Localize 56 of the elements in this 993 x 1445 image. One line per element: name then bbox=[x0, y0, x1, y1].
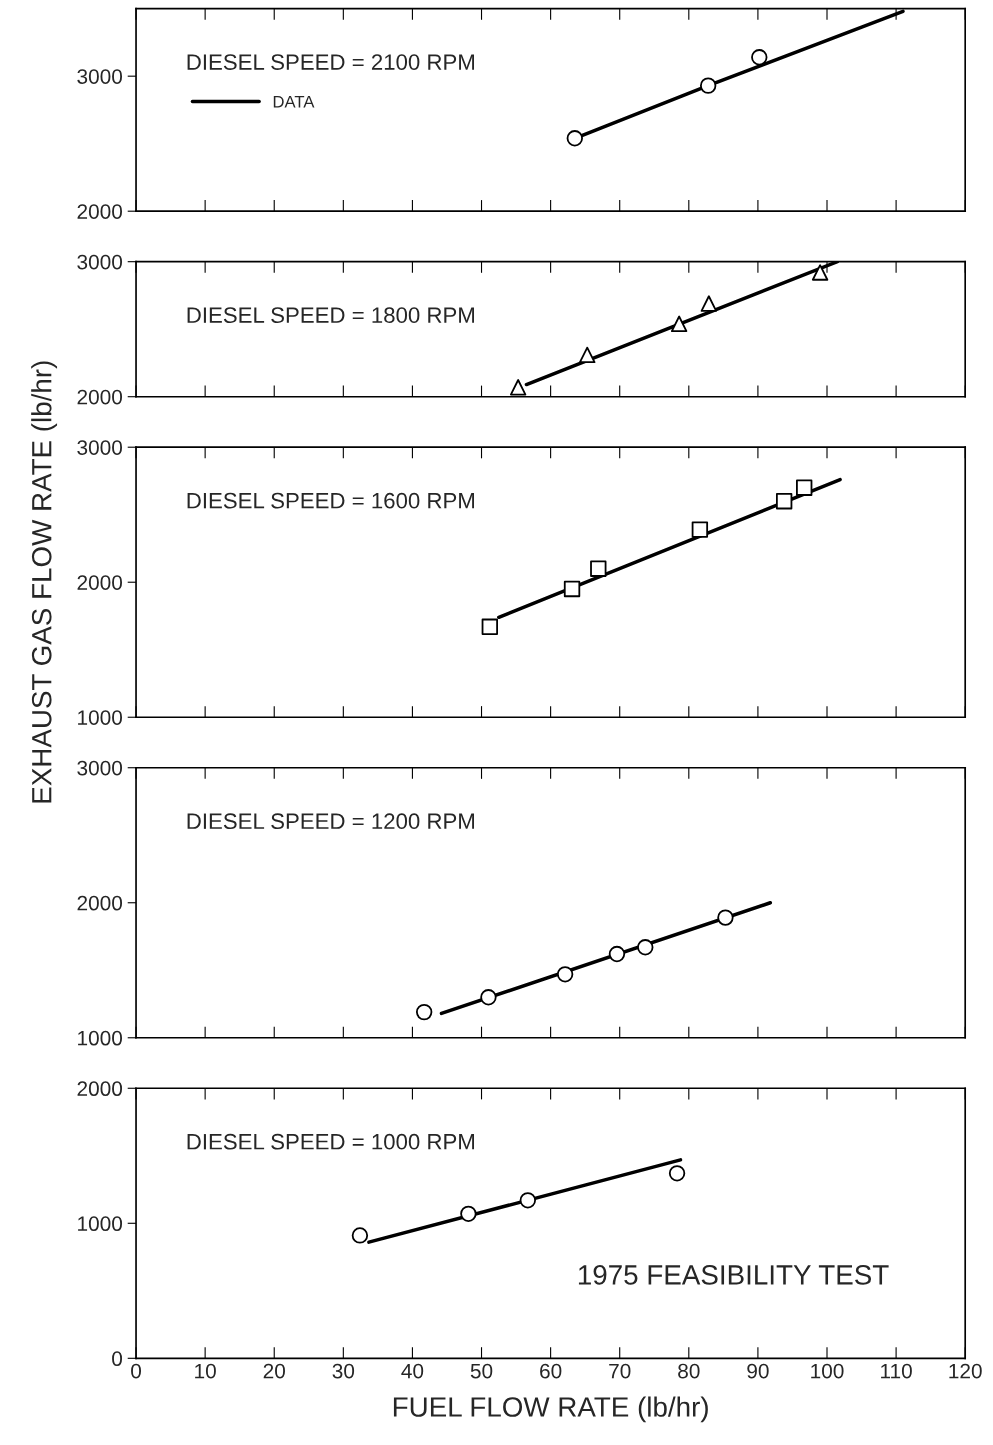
x-tick-label: 100 bbox=[811, 1363, 844, 1379]
point bbox=[637, 939, 654, 956]
x-tick-label: 60 bbox=[540, 1363, 562, 1379]
x-tick-label: 120 bbox=[949, 1363, 982, 1379]
legend-label: DATA bbox=[273, 95, 315, 108]
y-tick-label: 2000 bbox=[77, 575, 123, 590]
y-tick-label: 2000 bbox=[77, 895, 123, 911]
y-tick-label: 3000 bbox=[77, 69, 123, 84]
y-tick-label: 1000 bbox=[78, 710, 123, 725]
annotation: 1975 FEASIBILITY TEST bbox=[578, 1265, 889, 1285]
point bbox=[775, 493, 793, 510]
y-tick-label: 1000 bbox=[78, 1216, 123, 1232]
point bbox=[415, 1003, 433, 1021]
y-tick-label: 3000 bbox=[77, 254, 123, 270]
annotation: DIESEL SPEED = 1000 RPM bbox=[187, 1133, 475, 1150]
point bbox=[519, 1192, 537, 1209]
point bbox=[460, 1205, 477, 1223]
point bbox=[590, 560, 607, 577]
y-tick-label: 2000 bbox=[77, 204, 123, 219]
y-tick-label: 3000 bbox=[77, 760, 123, 776]
point bbox=[811, 264, 829, 281]
y-tick-label: 3000 bbox=[77, 440, 123, 455]
x-tick-label: 110 bbox=[881, 1363, 912, 1379]
x-tick-label: 70 bbox=[609, 1363, 631, 1379]
point bbox=[699, 77, 717, 94]
annotation: DIESEL SPEED = 1800 RPM bbox=[187, 307, 475, 324]
x-tick-label: 40 bbox=[401, 1363, 424, 1379]
point bbox=[566, 130, 583, 147]
annotation: DIESEL SPEED = 1600 RPM bbox=[187, 492, 475, 509]
x-tick-label: 10 bbox=[195, 1363, 216, 1379]
y-axis-title: EXHAUST GAS FLOW RATE (lb/hr) bbox=[31, 361, 58, 803]
annotation: DIESEL SPEED = 1200 RPM bbox=[187, 813, 475, 830]
x-tick-label: 90 bbox=[747, 1363, 769, 1379]
point bbox=[563, 580, 581, 598]
point bbox=[670, 315, 688, 332]
x-tick-label: 20 bbox=[263, 1363, 286, 1379]
y-tick-label: 1000 bbox=[78, 1030, 123, 1046]
point bbox=[481, 618, 499, 635]
y-tick-label: 0 bbox=[112, 1351, 123, 1367]
x-tick-label: 80 bbox=[678, 1363, 700, 1379]
point bbox=[608, 945, 626, 963]
point bbox=[351, 1227, 369, 1244]
point bbox=[796, 479, 813, 496]
point bbox=[717, 909, 734, 926]
point bbox=[480, 989, 497, 1006]
y-tick-label: 2000 bbox=[77, 1081, 123, 1097]
x-tick-label: 30 bbox=[332, 1363, 355, 1379]
point bbox=[556, 966, 574, 983]
point bbox=[509, 379, 527, 396]
point bbox=[579, 346, 596, 364]
point bbox=[691, 521, 709, 538]
x-axis-title: FUEL FLOW RATE (lb/hr) bbox=[393, 1396, 708, 1423]
annotation: DIESEL SPEED = 2100 RPM bbox=[187, 54, 475, 70]
x-tick-label: 0 bbox=[131, 1363, 142, 1379]
x-tick-label: 50 bbox=[470, 1363, 493, 1379]
y-tick-label: 2000 bbox=[77, 389, 123, 405]
